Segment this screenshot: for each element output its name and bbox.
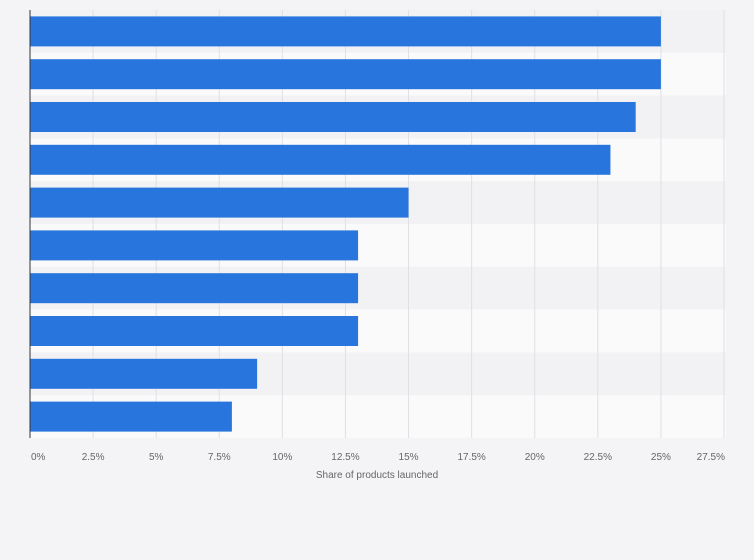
- x-tick-label: 2.5%: [82, 452, 105, 463]
- bar: [30, 16, 661, 47]
- x-tick-label: 22.5%: [584, 452, 612, 463]
- bar: [30, 230, 359, 261]
- bar: [30, 144, 611, 175]
- x-tick-label: 27.5%: [697, 452, 725, 463]
- bar: [30, 358, 258, 389]
- x-axis-title: Share of products launched: [316, 470, 438, 481]
- bar: [30, 187, 409, 218]
- x-axis-ticks: 0% 2.5% 5% 7.5% 10% 12.5% 15% 17.5% 20% 22.5% 25% 2…: [31, 452, 725, 463]
- bar: [30, 59, 661, 90]
- bar: [30, 401, 232, 432]
- x-tick-label: 0%: [31, 452, 46, 463]
- x-tick-label: 10%: [272, 452, 292, 463]
- bar: [30, 273, 359, 304]
- x-tick-label: 7.5%: [208, 452, 231, 463]
- x-tick-label: 15%: [399, 452, 419, 463]
- x-tick-label: 12.5%: [331, 452, 359, 463]
- bar: [30, 316, 359, 346]
- x-tick-label: 17.5%: [457, 452, 485, 463]
- x-tick-label: 20%: [525, 452, 545, 463]
- x-tick-label: 5%: [149, 452, 164, 463]
- bar: [30, 102, 636, 132]
- bars: [30, 16, 661, 432]
- x-tick-label: 25%: [651, 452, 671, 463]
